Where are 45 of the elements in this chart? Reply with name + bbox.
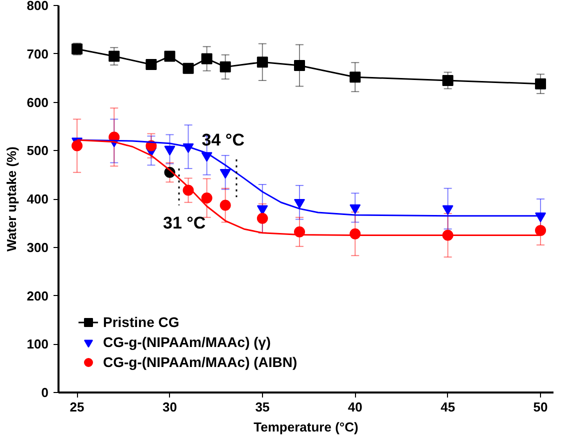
x-tick-label: 45: [440, 400, 456, 414]
point: [201, 192, 212, 204]
point: [182, 62, 194, 74]
x-tick-label: 35: [255, 400, 270, 414]
x-tick-label: 50: [533, 400, 548, 414]
legend-label: CG-g-(NIPAAm/MAAc) (AIBN): [103, 354, 298, 370]
point: [220, 61, 231, 72]
annotation: 31 °C: [163, 213, 206, 232]
point: [442, 205, 454, 215]
y-tick-label: 0: [41, 385, 49, 400]
point: [146, 59, 157, 70]
point: [256, 205, 268, 215]
x-axis-title: Temperature (°C): [254, 420, 358, 434]
point: [256, 56, 268, 68]
point: [201, 53, 212, 64]
y-axis-title: Water uptake (%): [4, 146, 19, 252]
point: [220, 169, 231, 179]
point: [256, 212, 268, 224]
point: [535, 224, 546, 236]
point: [294, 60, 306, 71]
y-tick-label: 800: [26, 0, 49, 13]
point: [350, 204, 361, 214]
y-tick-label: 700: [26, 46, 49, 62]
y-tick-label: 600: [26, 94, 49, 110]
x-tick-label: 25: [70, 400, 84, 414]
point: [72, 140, 83, 152]
point: [294, 199, 306, 209]
annotation: 34 °C: [202, 130, 244, 150]
legend-label: Pristine CG: [103, 314, 180, 330]
point: [220, 200, 231, 211]
point: [164, 50, 176, 62]
y-tick-label: 300: [26, 240, 49, 255]
point: [535, 212, 546, 222]
x-tick-label: 40: [348, 400, 362, 414]
y-tick-label: 500: [26, 143, 49, 158]
y-tick-label: 400: [26, 192, 49, 206]
point: [164, 146, 176, 156]
point: [108, 50, 120, 62]
point: [442, 74, 454, 86]
y-tick-label: 100: [26, 336, 49, 352]
x-tick-label: 30: [162, 400, 177, 414]
legend-label: CG-g-(NIPAAm/MAAc) (γ): [103, 334, 271, 350]
y-tick-label: 200: [26, 288, 49, 304]
point: [535, 78, 546, 90]
point: [350, 72, 361, 83]
